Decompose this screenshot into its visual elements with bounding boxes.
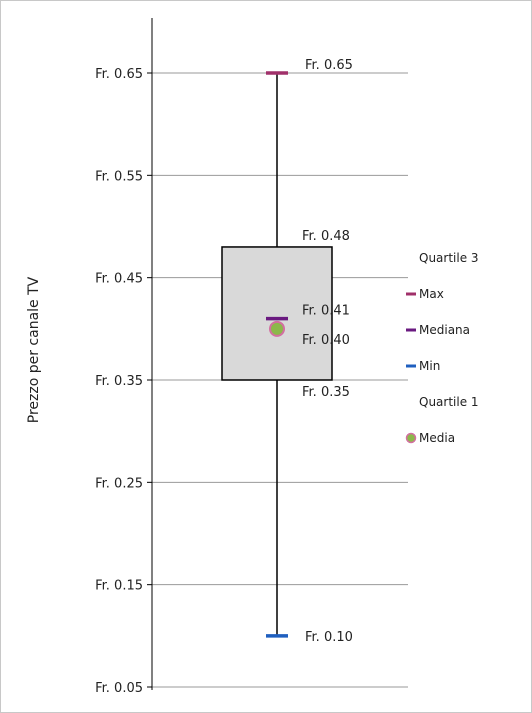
y-tick-label: Fr. 0.35 <box>95 374 143 389</box>
annotation-mean: Fr. 0.40 <box>302 333 350 348</box>
legend-label-quartile3: Quartile 3 <box>419 251 479 265</box>
y-tick-labels: Fr. 0.05 Fr. 0.15 Fr. 0.25 Fr. 0.35 Fr. 0.45… <box>95 67 152 696</box>
annotation-quartile1: Fr. 0.35 <box>302 385 350 400</box>
legend-label-min: Min <box>419 359 440 373</box>
annotation-median: Fr. 0.41 <box>302 304 350 319</box>
y-tick-label: Fr. 0.55 <box>95 169 143 184</box>
legend-swatch-mean <box>405 432 417 444</box>
mean-marker <box>269 320 285 337</box>
legend-label-quartile1: Quartile 1 <box>419 395 479 409</box>
y-tick-label: Fr. 0.05 <box>95 681 143 696</box>
y-axis-title: Prezzo per canale TV <box>26 276 42 423</box>
annotation-quartile3: Fr. 0.48 <box>302 229 350 244</box>
annotation-max: Fr. 0.65 <box>305 58 353 73</box>
legend-label-max: Max <box>419 287 444 301</box>
y-tick-label: Fr. 0.45 <box>95 272 143 287</box>
y-tick-label: Fr. 0.65 <box>95 67 143 82</box>
legend-label-mean: Media <box>419 431 455 445</box>
annotation-min: Fr. 0.10 <box>305 630 353 645</box>
y-tick-label: Fr. 0.15 <box>95 579 143 594</box>
legend: Quartile 3 Max Mediana Min Quartile 1 Media <box>405 251 479 445</box>
interquartile-box <box>221 246 333 381</box>
value-annotations: Fr. 0.65 Fr. 0.48 Fr. 0.41 Fr. 0.40 Fr. 0.35… <box>302 58 353 645</box>
legend-label-median: Mediana <box>419 323 470 337</box>
y-tick-label: Fr. 0.25 <box>95 476 143 491</box>
box-plot <box>221 71 333 638</box>
